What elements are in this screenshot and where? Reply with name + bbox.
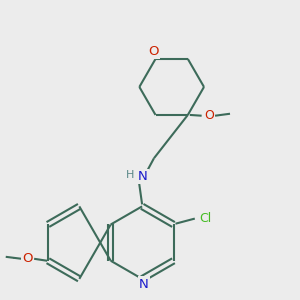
Text: methoxy: methoxy	[13, 258, 19, 260]
Text: Cl: Cl	[200, 212, 212, 225]
Text: O: O	[22, 252, 33, 265]
Text: O: O	[204, 109, 214, 122]
Text: N: N	[138, 170, 148, 183]
Text: H: H	[126, 170, 134, 180]
Text: N: N	[139, 278, 149, 290]
Text: O: O	[148, 45, 159, 58]
